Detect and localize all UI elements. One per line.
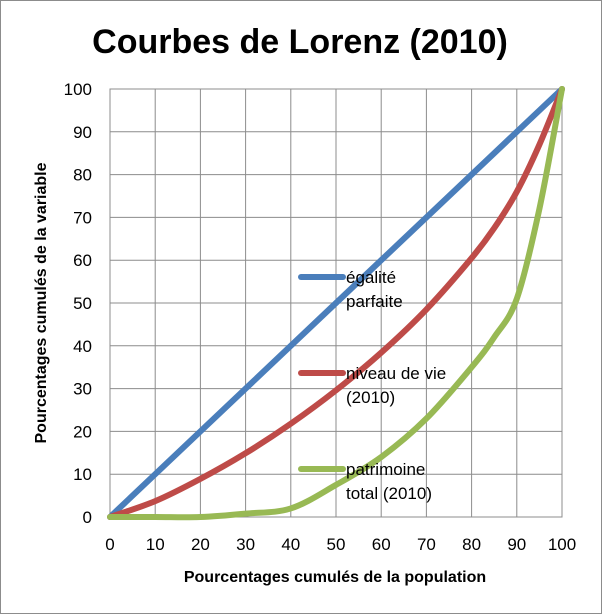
legend-label: total (2010) bbox=[346, 484, 432, 503]
x-tick-label: 10 bbox=[146, 535, 165, 554]
x-tick-label: 20 bbox=[191, 535, 210, 554]
y-tick-label: 80 bbox=[73, 166, 92, 185]
x-tick-label: 100 bbox=[548, 535, 576, 554]
y-tick-label: 100 bbox=[64, 80, 92, 99]
y-tick-label: 0 bbox=[83, 508, 92, 527]
legend-label: patrimoine bbox=[346, 460, 425, 479]
x-tick-label: 70 bbox=[417, 535, 436, 554]
y-tick-label: 10 bbox=[73, 465, 92, 484]
y-tick-label: 60 bbox=[73, 251, 92, 270]
series-line-patrimoine-total bbox=[107, 86, 565, 521]
chart-title: Courbes de Lorenz (2010) bbox=[92, 23, 508, 61]
x-tick-label: 90 bbox=[507, 535, 526, 554]
x-tick-label: 50 bbox=[327, 535, 346, 554]
y-axis-label: Pourcentages cumulés de la variable bbox=[33, 162, 50, 443]
series-line-niveau-de-vie bbox=[107, 86, 565, 520]
legend-label: parfaite bbox=[346, 292, 403, 311]
x-tick-label: 30 bbox=[236, 535, 255, 554]
legend-label: niveau de vie bbox=[346, 364, 446, 383]
series-line-egalite-parfaite bbox=[107, 86, 565, 520]
x-tick-label: 60 bbox=[372, 535, 391, 554]
legend: égalité parfaite niveau de vie (2010) patrim… bbox=[298, 268, 446, 503]
y-axis-ticks: 0 10 20 30 40 50 60 70 80 90 100 bbox=[64, 80, 92, 527]
y-tick-label: 50 bbox=[73, 294, 92, 313]
y-tick-label: 70 bbox=[73, 208, 92, 227]
y-tick-label: 90 bbox=[73, 123, 92, 142]
y-tick-label: 20 bbox=[73, 422, 92, 441]
y-tick-label: 40 bbox=[73, 337, 92, 356]
x-axis-ticks: 0 10 20 30 40 50 60 70 80 90 100 bbox=[105, 535, 576, 554]
x-tick-label: 40 bbox=[281, 535, 300, 554]
x-axis-label: Pourcentages cumulés de la population bbox=[184, 569, 486, 586]
plot-area-border bbox=[109, 88, 563, 518]
series-lines bbox=[107, 86, 565, 521]
legend-label: égalité bbox=[346, 268, 396, 287]
x-tick-label: 80 bbox=[462, 535, 481, 554]
x-tick-label: 0 bbox=[105, 535, 114, 554]
y-tick-label: 30 bbox=[73, 380, 92, 399]
legend-label: (2010) bbox=[346, 388, 395, 407]
